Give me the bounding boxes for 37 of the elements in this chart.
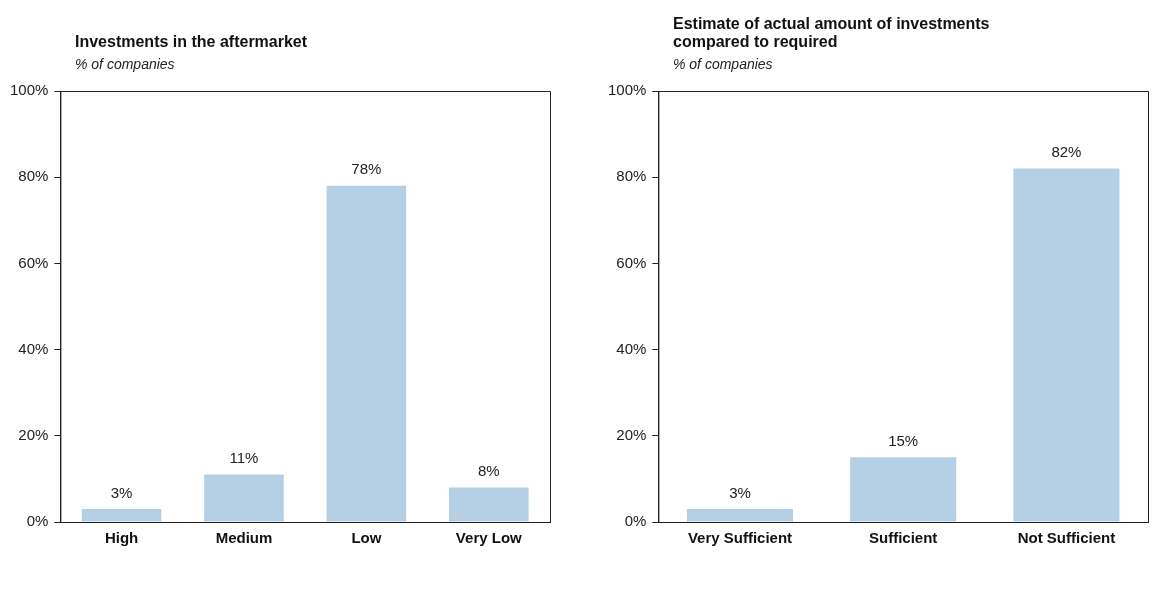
y-tick-label: 60% xyxy=(18,253,49,271)
y-tick-label: 100% xyxy=(607,81,647,99)
data-label: 3% xyxy=(110,483,133,501)
data-label: 8% xyxy=(477,462,500,480)
y-tick-label: 80% xyxy=(18,167,49,185)
data-label: 3% xyxy=(729,483,751,501)
data-label: 78% xyxy=(351,160,382,178)
x-tick-label: Sufficient xyxy=(869,529,938,547)
data-label: 82% xyxy=(1051,143,1082,161)
chart-title: Investments in the aftermarket xyxy=(75,33,308,51)
x-tick-label: Not Sufficient xyxy=(1017,529,1116,547)
bar xyxy=(449,487,529,522)
bar xyxy=(204,474,284,522)
x-tick-label: High xyxy=(104,529,139,547)
data-label: 15% xyxy=(888,431,919,449)
y-tick-label: 80% xyxy=(616,167,647,185)
y-tick-label: 40% xyxy=(616,339,647,357)
x-tick-label: Very Sufficient xyxy=(687,529,793,547)
y-tick-label: 40% xyxy=(18,339,49,357)
y-tick-label: 0% xyxy=(26,512,49,530)
bar xyxy=(81,509,162,522)
x-tick-label: Medium xyxy=(215,529,273,547)
chart-title: Estimate of actual amount of investments compared to required xyxy=(673,15,990,51)
bar xyxy=(686,509,794,522)
y-tick-label: 20% xyxy=(18,425,49,443)
bar xyxy=(326,185,407,522)
data-label: 11% xyxy=(229,449,259,467)
chart-subtitle: % of companies xyxy=(673,56,773,72)
y-tick-label: 0% xyxy=(624,512,647,530)
bar xyxy=(850,457,957,522)
chart-subtitle: % of companies xyxy=(75,56,175,72)
x-tick-label: Very Low xyxy=(455,529,523,547)
bar xyxy=(1013,168,1120,522)
y-tick-label: 60% xyxy=(616,253,647,271)
x-tick-label: Low xyxy=(351,529,382,547)
y-tick-label: 20% xyxy=(616,425,647,443)
y-tick-label: 100% xyxy=(9,81,49,99)
